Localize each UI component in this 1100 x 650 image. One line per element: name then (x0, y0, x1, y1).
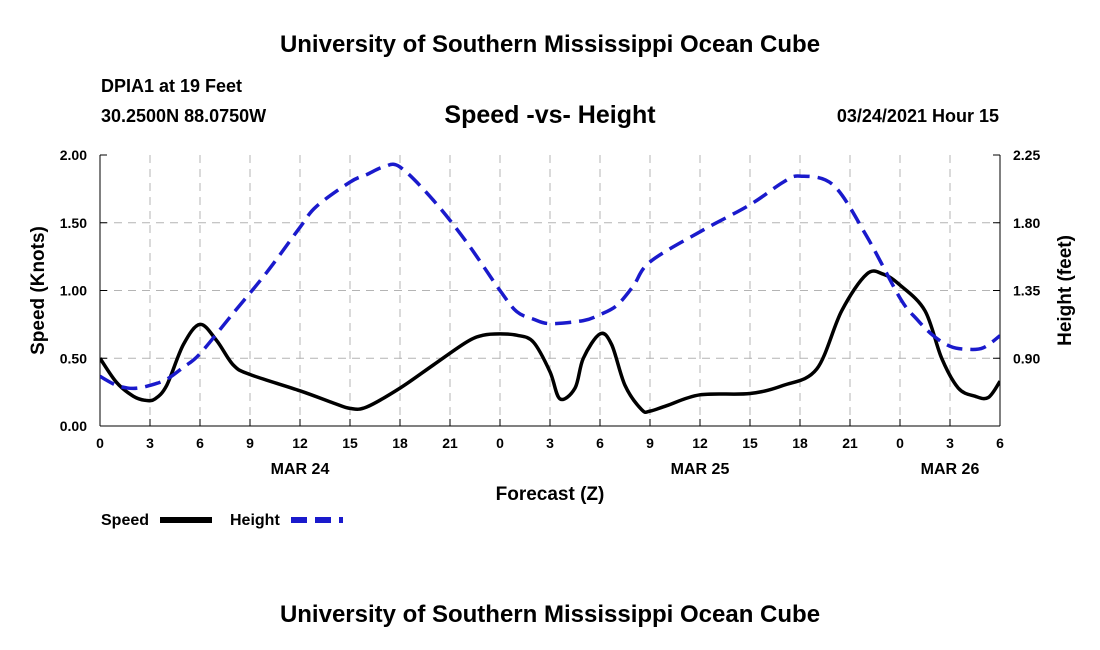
station-coordinates: 30.2500N 88.0750W (101, 106, 267, 126)
label-layer: 0 3 6 9 12 15 18 21 0 3 6 9 12 15 18 21 0 3 6 MAR 24 MAR 25 M… (28, 147, 1076, 505)
footer-title: University of Southern Mississippi Ocean… (279, 601, 821, 628)
x-tick-label: 9 (246, 435, 254, 451)
series-height-line (100, 162, 1000, 391)
y-tick-label: 1.00 (60, 283, 87, 299)
x-tick-label: 0 (96, 435, 104, 451)
series-speed-line (100, 269, 1000, 415)
legend-speed-label: Speed (101, 512, 149, 529)
y2-tick-label: 1.35 (1013, 283, 1040, 299)
grid-layer (100, 155, 1000, 426)
series-layer (100, 162, 1000, 415)
x-tick-label: 0 (896, 435, 904, 451)
y2-tick-label: 0.90 (1013, 350, 1040, 366)
x-tick-label: 6 (596, 435, 604, 451)
legend: Speed Height (101, 512, 343, 529)
x-tick-label: 3 (146, 435, 154, 451)
y-tick-label: 1.50 (60, 215, 87, 231)
y-tick-label: 2.00 (60, 147, 87, 163)
x-tick-label: 18 (792, 435, 808, 451)
y2-tick-label: 2.25 (1013, 147, 1040, 163)
forecast-datetime: 03/24/2021 Hour 15 (836, 106, 999, 126)
x-tick-label: 0 (496, 435, 504, 451)
x-tick-label: 21 (842, 435, 858, 451)
x-tick-label: 9 (646, 435, 654, 451)
y2-tick-label: 1.80 (1013, 215, 1040, 231)
date-label: MAR 26 (921, 461, 980, 478)
x-tick-label: 12 (692, 435, 708, 451)
axes-layer (99, 154, 1001, 427)
date-label: MAR 25 (671, 461, 730, 478)
x-tick-label: 15 (742, 435, 758, 451)
y2-axis-title: Height (feet) (1055, 235, 1076, 346)
x-tick-label: 3 (546, 435, 554, 451)
x-tick-label: 18 (392, 435, 408, 451)
x-tick-label: 6 (196, 435, 204, 451)
chart-subtitle: Speed -vs- Height (444, 101, 656, 129)
y-tick-label: 0.00 (60, 418, 87, 434)
chart-title: University of Southern Mississippi Ocean… (279, 31, 821, 58)
y-axis-title: Speed (Knots) (28, 226, 49, 355)
x-axis-title: Forecast (Z) (496, 484, 605, 505)
date-label: MAR 24 (271, 461, 330, 478)
station-name: DPIA1 at 19 Feet (101, 76, 243, 96)
x-tick-label: 15 (342, 435, 358, 451)
x-tick-label: 6 (996, 435, 1004, 451)
x-tick-label: 21 (442, 435, 458, 451)
legend-height-label: Height (230, 512, 280, 529)
x-tick-label: 12 (292, 435, 308, 451)
y-tick-label: 0.50 (60, 350, 87, 366)
x-tick-label: 3 (946, 435, 954, 451)
